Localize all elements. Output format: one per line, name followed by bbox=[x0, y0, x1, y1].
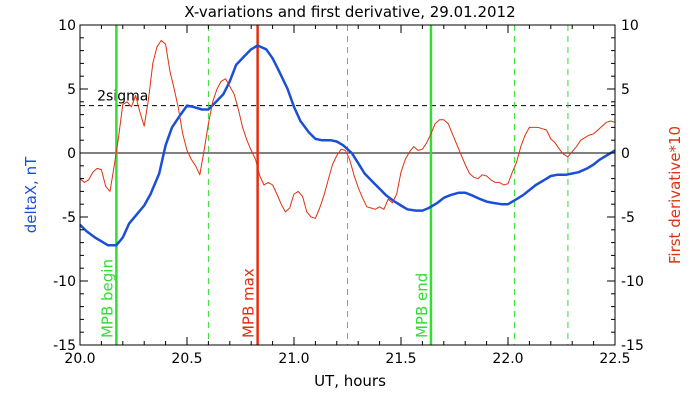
y-tick-label-left-4: -10 bbox=[53, 274, 76, 290]
y-tick-label-left-1: 5 bbox=[67, 82, 76, 98]
two-sigma-label: 2sigma bbox=[97, 89, 148, 105]
y-axis-label-left: deltaX, nT bbox=[22, 156, 40, 233]
y-tick-label-left-5: -15 bbox=[53, 338, 76, 354]
x-axis-label: UT, hours bbox=[314, 372, 386, 390]
marker-label-4: MPB end bbox=[413, 273, 431, 338]
series-line-derivative bbox=[79, 39, 616, 219]
x-tick-label-2: 21.0 bbox=[278, 351, 309, 367]
x-tick-label-3: 21.5 bbox=[385, 351, 416, 367]
y-tick-label-right-2: 0 bbox=[621, 146, 630, 162]
marker-label-2: MPB max bbox=[240, 268, 258, 338]
plot-frame bbox=[79, 24, 616, 346]
y-tick-label-right-5: -15 bbox=[621, 338, 644, 354]
y-tick-label-right-1: 5 bbox=[621, 82, 630, 98]
chart-title: X-variations and first derivative, 29.01… bbox=[184, 3, 515, 21]
y-tick-label-right-0: 10 bbox=[621, 18, 639, 34]
x-tick-label-4: 22.0 bbox=[492, 351, 523, 367]
y-tick-label-left-2: 0 bbox=[67, 146, 76, 162]
marker-label-0: MPB begin bbox=[98, 259, 116, 338]
series-line-deltaX bbox=[79, 44, 616, 247]
x-tick-label-1: 20.5 bbox=[171, 351, 202, 367]
y-tick-label-left-3: -5 bbox=[62, 210, 76, 226]
y-tick-label-left-0: 10 bbox=[58, 18, 76, 34]
x-tick-label-0: 20.0 bbox=[64, 351, 95, 367]
plot-area: 2sigma MPB begin MPB max MPB end 20.0 20.5 21.… bbox=[53, 18, 644, 367]
y-tick-label-right-4: -10 bbox=[621, 274, 644, 290]
y-axis-label-right: First derivative*10 bbox=[666, 126, 684, 264]
x-tick-label-5: 22.5 bbox=[599, 351, 630, 367]
y-tick-label-right-3: -5 bbox=[621, 210, 635, 226]
